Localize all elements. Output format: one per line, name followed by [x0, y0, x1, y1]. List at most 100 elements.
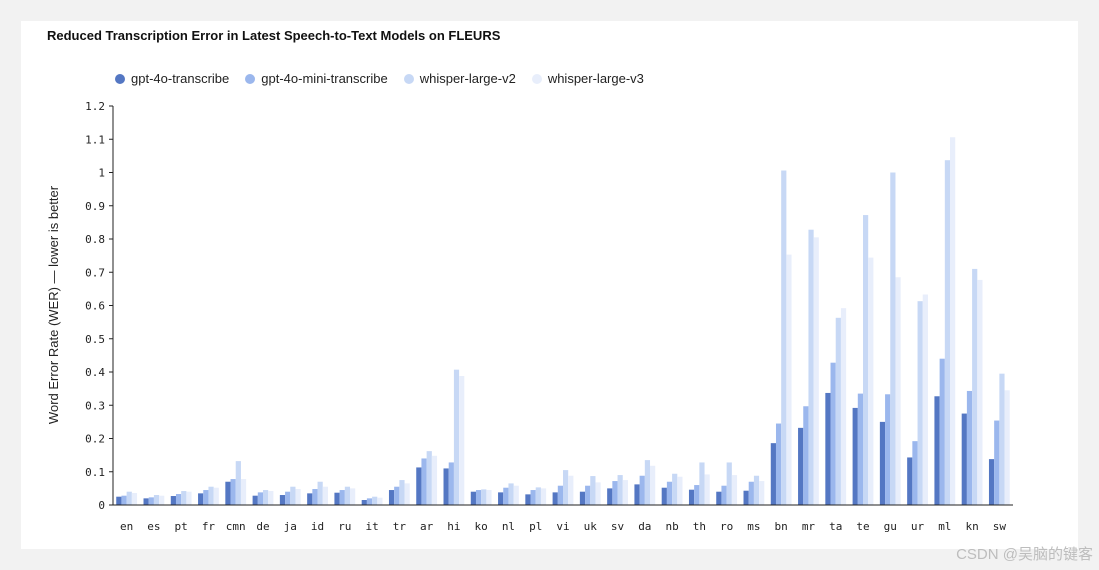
bar-whisper-large-v2-gu[interactable]: [890, 172, 896, 506]
bar-whisper-large-v2-de[interactable]: [263, 490, 269, 505]
bar-gpt-4o-transcribe-kn[interactable]: [961, 413, 967, 505]
bar-gpt-4o-mini-transcribe-nl[interactable]: [503, 487, 509, 505]
bar-gpt-4o-transcribe-mr[interactable]: [798, 427, 804, 505]
bar-gpt-4o-mini-transcribe-ml[interactable]: [939, 358, 945, 505]
bar-gpt-4o-transcribe-ko[interactable]: [470, 491, 476, 505]
bar-gpt-4o-transcribe-ro[interactable]: [716, 491, 722, 505]
bar-whisper-large-v2-tr[interactable]: [399, 480, 405, 505]
bar-whisper-large-v3-ta[interactable]: [840, 308, 847, 505]
bar-whisper-large-v3-da[interactable]: [650, 465, 656, 505]
bar-whisper-large-v3-nb[interactable]: [677, 476, 683, 505]
bar-whisper-large-v2-ro[interactable]: [726, 462, 732, 505]
bar-whisper-large-v3-ms[interactable]: [759, 481, 765, 505]
bar-whisper-large-v2-es[interactable]: [153, 495, 160, 505]
bar-gpt-4o-transcribe-ar[interactable]: [416, 467, 422, 505]
bar-gpt-4o-transcribe-sw[interactable]: [988, 459, 995, 505]
bar-gpt-4o-transcribe-ru[interactable]: [334, 492, 340, 505]
bar-whisper-large-v2-uk[interactable]: [590, 476, 596, 505]
bar-gpt-4o-mini-transcribe-nb[interactable]: [666, 481, 673, 505]
bar-gpt-4o-transcribe-da[interactable]: [634, 484, 640, 505]
bar-gpt-4o-mini-transcribe-ta[interactable]: [830, 362, 836, 505]
bar-whisper-large-v3-pt[interactable]: [186, 491, 192, 505]
bar-gpt-4o-mini-transcribe-ja[interactable]: [285, 491, 291, 505]
bar-gpt-4o-mini-transcribe-da[interactable]: [639, 475, 645, 505]
bar-gpt-4o-mini-transcribe-ko[interactable]: [475, 490, 482, 505]
bar-whisper-large-v3-ru[interactable]: [350, 488, 356, 506]
bar-whisper-large-v2-vi[interactable]: [563, 470, 569, 505]
bar-gpt-4o-mini-transcribe-mr[interactable]: [803, 406, 809, 505]
bar-gpt-4o-transcribe-nb[interactable]: [661, 487, 667, 505]
bar-whisper-large-v2-en[interactable]: [126, 491, 132, 505]
bar-whisper-large-v2-kn[interactable]: [972, 268, 978, 505]
bar-gpt-4o-mini-transcribe-uk[interactable]: [585, 485, 591, 505]
bar-whisper-large-v3-th[interactable]: [704, 474, 710, 505]
bar-whisper-large-v3-kn[interactable]: [977, 279, 983, 505]
bar-whisper-large-v2-sw[interactable]: [999, 373, 1005, 505]
bar-whisper-large-v3-nl[interactable]: [513, 485, 519, 505]
bar-gpt-4o-transcribe-pt[interactable]: [170, 496, 176, 505]
bar-gpt-4o-mini-transcribe-vi[interactable]: [557, 485, 563, 505]
bar-gpt-4o-transcribe-gu[interactable]: [879, 421, 886, 506]
bar-gpt-4o-mini-transcribe-th[interactable]: [694, 485, 700, 505]
bar-gpt-4o-mini-transcribe-es[interactable]: [148, 497, 154, 505]
bar-gpt-4o-transcribe-ur[interactable]: [907, 457, 913, 505]
bar-whisper-large-v3-ja[interactable]: [295, 489, 301, 505]
bar-gpt-4o-transcribe-sv[interactable]: [607, 488, 613, 506]
bar-gpt-4o-mini-transcribe-te[interactable]: [857, 393, 863, 505]
bar-whisper-large-v3-hi[interactable]: [459, 375, 465, 505]
bar-gpt-4o-mini-transcribe-kn[interactable]: [966, 390, 973, 505]
bar-whisper-large-v3-pl[interactable]: [540, 488, 547, 506]
bar-whisper-large-v2-th[interactable]: [699, 462, 705, 505]
bar-whisper-large-v3-sv[interactable]: [622, 480, 628, 505]
bar-gpt-4o-mini-transcribe-ur[interactable]: [912, 441, 918, 505]
bar-whisper-large-v2-cmn[interactable]: [235, 461, 241, 505]
legend-item-gpt-4o-transcribe[interactable]: gpt-4o-transcribe: [115, 71, 229, 86]
bar-gpt-4o-transcribe-ml[interactable]: [934, 396, 940, 505]
bar-gpt-4o-transcribe-pl[interactable]: [525, 494, 531, 505]
bar-gpt-4o-mini-transcribe-gu[interactable]: [885, 394, 891, 505]
bar-gpt-4o-mini-transcribe-pl[interactable]: [530, 490, 536, 505]
bar-gpt-4o-mini-transcribe-pt[interactable]: [175, 494, 182, 505]
bar-whisper-large-v3-it[interactable]: [377, 497, 383, 505]
bar-whisper-large-v2-pt[interactable]: [181, 491, 187, 505]
bar-whisper-large-v3-de[interactable]: [268, 491, 274, 505]
bar-whisper-large-v3-te[interactable]: [868, 257, 874, 505]
bar-gpt-4o-transcribe-it[interactable]: [361, 500, 367, 505]
bar-whisper-large-v3-es[interactable]: [159, 495, 165, 505]
bar-gpt-4o-transcribe-id[interactable]: [307, 493, 313, 505]
bar-gpt-4o-transcribe-tr[interactable]: [388, 490, 395, 505]
bar-gpt-4o-transcribe-vi[interactable]: [552, 492, 558, 505]
bar-gpt-4o-mini-transcribe-bn[interactable]: [775, 423, 782, 505]
bar-gpt-4o-transcribe-nl[interactable]: [498, 492, 504, 505]
bar-whisper-large-v3-en[interactable]: [131, 493, 138, 505]
bar-whisper-large-v2-ar[interactable]: [426, 451, 432, 505]
bar-gpt-4o-mini-transcribe-id[interactable]: [312, 489, 318, 505]
bar-gpt-4o-transcribe-hi[interactable]: [443, 468, 449, 505]
bar-whisper-large-v3-ko[interactable]: [486, 490, 492, 505]
bar-gpt-4o-mini-transcribe-fr[interactable]: [203, 490, 209, 505]
bar-gpt-4o-mini-transcribe-hi[interactable]: [448, 462, 454, 505]
bar-gpt-4o-mini-transcribe-cmn[interactable]: [230, 479, 236, 505]
legend-item-whisper-large-v2[interactable]: whisper-large-v2: [403, 71, 516, 86]
bar-whisper-large-v3-ro[interactable]: [731, 475, 738, 505]
bar-gpt-4o-mini-transcribe-tr[interactable]: [394, 486, 400, 505]
bar-whisper-large-v2-id[interactable]: [317, 481, 323, 505]
bar-whisper-large-v3-mr[interactable]: [813, 237, 819, 505]
bar-gpt-4o-transcribe-uk[interactable]: [579, 491, 586, 505]
bar-whisper-large-v3-sw[interactable]: [1004, 390, 1010, 505]
bar-gpt-4o-mini-transcribe-de[interactable]: [257, 492, 263, 505]
bar-whisper-large-v2-ko[interactable]: [481, 489, 487, 505]
bar-gpt-4o-mini-transcribe-it[interactable]: [366, 498, 373, 505]
bar-whisper-large-v2-nb[interactable]: [672, 473, 678, 505]
bar-whisper-large-v3-uk[interactable]: [595, 482, 601, 505]
bar-whisper-large-v2-it[interactable]: [372, 496, 378, 505]
bar-gpt-4o-mini-transcribe-ru[interactable]: [339, 490, 345, 505]
bar-whisper-large-v2-ml[interactable]: [944, 160, 951, 505]
bar-whisper-large-v3-vi[interactable]: [568, 475, 574, 505]
bar-whisper-large-v2-nl[interactable]: [508, 483, 514, 505]
bar-gpt-4o-transcribe-fr[interactable]: [198, 493, 204, 505]
bar-whisper-large-v3-cmn[interactable]: [240, 479, 247, 505]
bar-gpt-4o-transcribe-te[interactable]: [852, 407, 858, 505]
bar-whisper-large-v3-bn[interactable]: [786, 254, 792, 505]
bar-gpt-4o-mini-transcribe-sv[interactable]: [612, 481, 618, 505]
